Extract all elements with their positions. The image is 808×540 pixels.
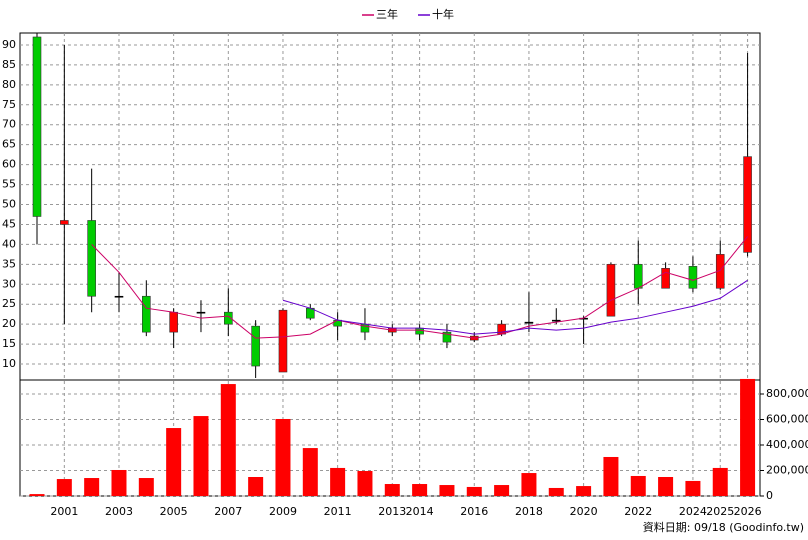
series-line (282, 279, 748, 335)
y-tick-label: 10 (2, 357, 16, 370)
volume-bar (220, 384, 236, 496)
candle-body (415, 327, 424, 335)
y-tick-label: 30 (2, 277, 16, 290)
candle-body (743, 156, 752, 253)
x-tick-label: 2009 (269, 505, 297, 518)
volume-bar (439, 485, 455, 496)
y-tick-label: 40 (2, 237, 16, 250)
y-tick-label: 85 (2, 58, 16, 71)
x-tick-label: 2026 (734, 505, 762, 518)
volume-bar (166, 428, 182, 496)
x-tick-label: 2014 (406, 505, 434, 518)
volume-bar (29, 494, 45, 496)
volume-bar (494, 485, 510, 496)
y-tick-label: 75 (2, 98, 16, 111)
volume-bar (658, 477, 674, 496)
x-tick-label: 2018 (515, 505, 543, 518)
y-tick-label: 90 (2, 38, 16, 51)
volume-bar (603, 456, 619, 496)
volume-bar (56, 479, 72, 496)
y2-tick-label: 0 (766, 489, 773, 502)
candle-body (606, 264, 616, 317)
candle-body (251, 325, 260, 367)
y-tick-label: 80 (2, 78, 16, 91)
volume-bar (412, 484, 428, 496)
x-tick-label: 2013 (378, 505, 406, 518)
legend-label: 十年 (432, 7, 454, 21)
footer: 資料日期: 09/18 (Goodinfo.tw) (643, 520, 804, 534)
volume-bar (193, 416, 209, 496)
candle-body (278, 309, 288, 373)
x-tick-label: 2011 (324, 505, 352, 518)
y-tick-label: 60 (2, 158, 16, 171)
y2-tick-label: 600,000 (766, 413, 808, 426)
volume-bar (111, 469, 127, 496)
volume-bar (138, 478, 154, 496)
candle-body (196, 311, 206, 314)
x-tick-label: 2007 (214, 505, 242, 518)
y2-tick-label: 400,000 (766, 438, 808, 451)
y-tick-label: 45 (2, 217, 16, 230)
x-tick-label: 2005 (160, 505, 188, 518)
y-tick-label: 25 (2, 297, 16, 310)
volume-bar (685, 480, 701, 496)
candle-body (87, 220, 96, 297)
candle-body (524, 321, 534, 324)
candle-body (114, 295, 124, 298)
volume-bar (248, 477, 264, 496)
x-tick-label: 2025 (706, 505, 734, 518)
y-tick-label: 35 (2, 257, 16, 270)
volume-bar (302, 448, 318, 496)
candle-body (688, 266, 698, 289)
series-line (91, 236, 748, 339)
volume-bar (466, 486, 482, 496)
candle-body (142, 295, 151, 333)
x-tick-label: 2024 (679, 505, 707, 518)
y-tick-label: 55 (2, 178, 16, 191)
volume-bar (384, 484, 400, 496)
x-tick-label: 2001 (50, 505, 78, 518)
x-tick-label: 2003 (105, 505, 133, 518)
candle-body (224, 311, 233, 325)
y2-tick-label: 800,000 (766, 387, 808, 400)
candle-body (32, 36, 42, 217)
x-tick-label: 2016 (460, 505, 488, 518)
y-tick-label: 70 (2, 118, 16, 131)
candle-body (633, 264, 643, 289)
volume-bar (740, 378, 756, 496)
candle-body (442, 331, 452, 343)
y-tick-label: 50 (2, 198, 16, 211)
volume-bar (330, 467, 346, 496)
candle-body (169, 311, 178, 333)
y2-tick-label: 200,000 (766, 464, 808, 477)
volume-bar (275, 418, 291, 496)
y-tick-label: 20 (2, 317, 16, 330)
y-tick-label: 65 (2, 138, 16, 151)
volume-bar (548, 487, 564, 496)
candle-body (661, 268, 670, 289)
volume-bar (357, 471, 373, 496)
x-tick-label: 2022 (624, 505, 652, 518)
volume-bar (712, 467, 728, 496)
candle-body (551, 319, 561, 322)
volume-bar (84, 478, 100, 496)
x-tick-label: 2020 (570, 505, 598, 518)
volume-bar (521, 473, 537, 496)
volume-bar (576, 486, 592, 496)
legend-label: 三年 (376, 7, 398, 21)
candle-body (60, 220, 69, 225)
volume-bar (630, 475, 646, 496)
y-tick-label: 15 (2, 337, 16, 350)
